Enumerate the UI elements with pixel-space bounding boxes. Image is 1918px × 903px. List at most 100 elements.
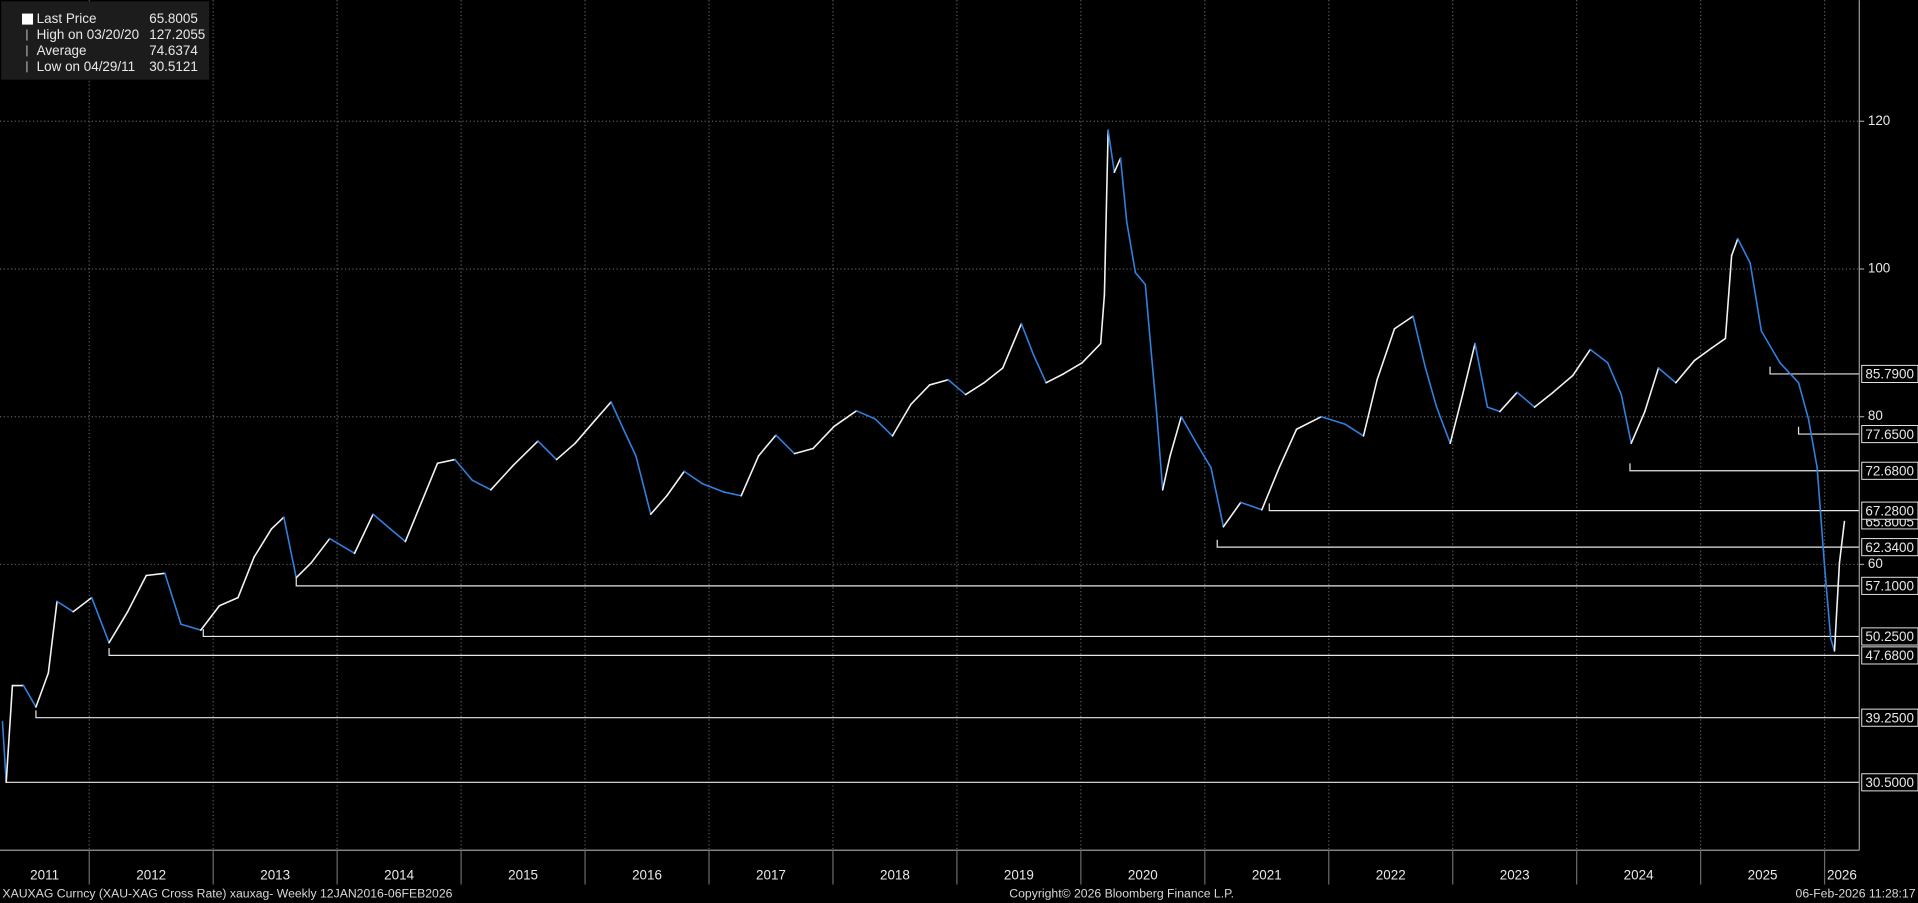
price-segment xyxy=(1001,322,1023,369)
legend-name: Low on 04/29/11 xyxy=(37,59,135,74)
level-line xyxy=(202,629,1860,638)
y-tick-label: 100 xyxy=(1868,261,1890,276)
level-tag xyxy=(1861,538,1918,557)
price-segment xyxy=(490,464,514,491)
price-segment xyxy=(1486,406,1501,413)
price-segment xyxy=(22,684,37,708)
price-segment xyxy=(635,455,652,515)
price-segment xyxy=(1693,347,1713,362)
level-label: 77.6500 xyxy=(1865,427,1914,442)
price-segment xyxy=(1779,361,1800,384)
plot xyxy=(1,129,1846,784)
level-tag xyxy=(1861,501,1918,520)
legend-name: Last Price xyxy=(37,11,97,26)
price-segment xyxy=(964,381,985,396)
price-segment xyxy=(595,401,612,420)
price-segment xyxy=(1144,283,1153,357)
y-tick-label: 60 xyxy=(1868,556,1883,571)
x-tick-label: 2016 xyxy=(632,868,662,883)
price-segment xyxy=(328,537,356,555)
price-segment xyxy=(1113,157,1122,174)
price-segment xyxy=(454,458,474,482)
level-line xyxy=(1769,366,1860,375)
price-segment xyxy=(1295,415,1323,431)
price-segment xyxy=(1020,322,1035,357)
price-segment xyxy=(1169,415,1183,457)
price-segment xyxy=(1710,337,1727,349)
price-segment xyxy=(1449,393,1464,445)
price-segment xyxy=(1412,315,1427,369)
price-segment xyxy=(1724,254,1733,340)
level-label: 62.3400 xyxy=(1865,540,1914,555)
legend-box xyxy=(1,1,210,80)
price-segment xyxy=(622,428,637,457)
price-segment xyxy=(1620,393,1633,445)
price-segment xyxy=(1222,501,1242,528)
x-tick-label: 2022 xyxy=(1376,868,1406,883)
legend-swatch xyxy=(22,13,34,25)
price-segment xyxy=(1749,262,1763,332)
x-tick-label: 2012 xyxy=(136,868,166,883)
price-segment xyxy=(833,410,858,428)
level-tag xyxy=(1861,364,1918,383)
x-tick-label: 2025 xyxy=(1748,868,1778,883)
price-segment xyxy=(1499,391,1518,413)
price-segment xyxy=(702,483,725,493)
price-segment xyxy=(1081,342,1102,364)
level-tag xyxy=(1861,646,1918,665)
legend: Last Price 65.8005 High on 03/20/20 127.205… xyxy=(1,1,210,80)
price-segment xyxy=(1261,466,1280,511)
x-tick-label: 2014 xyxy=(384,868,414,883)
price-segment xyxy=(1833,562,1841,652)
price-segment xyxy=(1,720,7,784)
grid xyxy=(0,0,1860,851)
price-segment xyxy=(812,425,835,450)
y-tick-label: 120 xyxy=(1868,113,1890,128)
price-segment xyxy=(983,367,1004,384)
price-segment xyxy=(1045,373,1065,384)
price-segment xyxy=(5,684,14,784)
level-line xyxy=(1216,539,1860,548)
x-tick-label: 2023 xyxy=(1500,868,1530,883)
price-segment xyxy=(1239,501,1263,511)
price-segment xyxy=(72,596,93,613)
price-segment xyxy=(1180,415,1200,448)
y-tick-label: 80 xyxy=(1868,408,1883,423)
price-segment xyxy=(1797,381,1810,420)
price-segment xyxy=(1032,354,1047,384)
price-segment xyxy=(353,513,374,555)
level-label: 39.2500 xyxy=(1865,710,1914,725)
x-tick-label: 2013 xyxy=(260,868,290,883)
level-tag xyxy=(1861,627,1918,646)
price-segment xyxy=(1320,415,1346,425)
x-tick-label: 2018 xyxy=(880,868,910,883)
legend-value: 127.2055 xyxy=(149,27,205,42)
price-segment xyxy=(1823,565,1832,640)
price-segment xyxy=(1630,410,1646,445)
price-segment xyxy=(283,516,298,579)
price-segment xyxy=(90,596,110,644)
price-segment xyxy=(180,623,202,631)
legend-name: Average xyxy=(37,43,87,58)
price-segment xyxy=(253,528,273,558)
price-segment xyxy=(270,516,285,530)
price-segment xyxy=(1572,348,1592,377)
level-label: 57.1000 xyxy=(1865,579,1914,594)
price-segment xyxy=(683,470,704,485)
price-segment xyxy=(471,479,492,491)
price-segment xyxy=(666,470,686,497)
price-segment xyxy=(1210,466,1225,528)
price-segment xyxy=(1606,361,1623,396)
level-line xyxy=(108,648,1860,657)
price-segment xyxy=(1103,129,1109,296)
level-tag xyxy=(1861,708,1918,727)
level-line xyxy=(35,710,1860,719)
price-segment xyxy=(775,434,796,455)
price-segment xyxy=(910,384,931,405)
price-segment xyxy=(1134,271,1147,286)
price-segment xyxy=(1838,520,1846,564)
price-segment xyxy=(1107,129,1116,174)
price-segment xyxy=(793,447,814,455)
price-segment xyxy=(1474,342,1489,408)
price-segment xyxy=(35,672,50,708)
